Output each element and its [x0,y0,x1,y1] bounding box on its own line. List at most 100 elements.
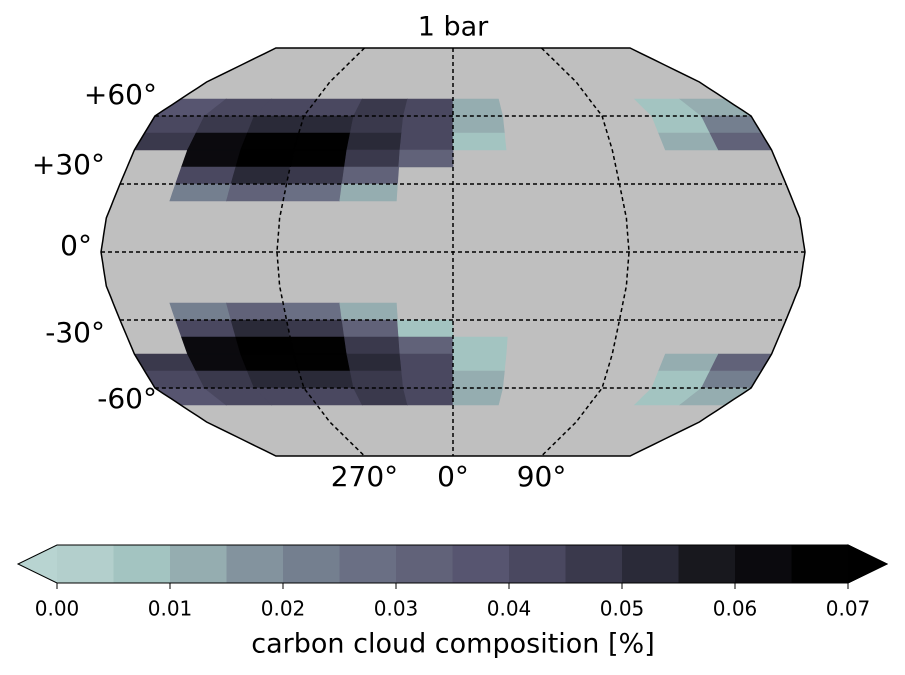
contour-cell [195,370,255,389]
contour-cell [402,98,454,117]
map [101,48,805,456]
contour-cell [398,149,454,168]
lat-label: +60° [84,78,157,111]
colorbar-segment [735,545,792,583]
contour-cell [195,115,255,134]
contour-cell [246,370,305,389]
contour-cell [246,115,305,134]
contour-cell [401,115,454,134]
colorbar-under [16,544,58,584]
contour-cell [293,353,351,372]
contour-cell [339,183,398,202]
contour-cell [240,132,300,151]
colorbar-segment [113,545,171,583]
contour-cell [226,302,287,321]
contour-cell [341,319,400,338]
contour-cell [401,370,454,389]
colorbar-segment [226,545,284,583]
colorbar-tick-label: 0.02 [261,597,306,621]
contour-cell [398,336,454,355]
contour-cell [349,115,404,134]
meridian [276,48,366,456]
contour-cell [289,149,348,168]
colorbar-segment [339,545,397,583]
contour-cell [341,166,400,185]
contour-cell [240,353,300,372]
colorbar-tick-label: 0.03 [374,597,419,621]
colorbar-tick-label: 0.04 [487,597,532,621]
contour-cell [346,353,402,372]
contour-cell [286,166,345,185]
map-outline [100,47,806,457]
contour-cell [339,302,398,321]
contour-cell [175,166,237,185]
contour-cell [169,302,232,321]
contour-cell [282,302,343,321]
colorbar-segment [622,545,679,583]
lon-label: 0° [437,460,469,493]
contour-cell [286,319,345,338]
contour-cell [235,336,295,355]
contour-cell [651,115,711,134]
colorbar-segment [452,545,510,583]
contour-cell [298,370,354,389]
contour-cell [181,336,241,355]
lon-label: 90° [517,460,567,493]
colorbar-segment [170,545,227,583]
colorbar-label: carbon cloud composition [%] [251,629,654,660]
contour-cell [452,132,507,151]
contour-cell [397,319,454,338]
contour-cell [349,370,404,389]
lat-label: -30° [45,316,105,349]
contour-cell [353,98,408,117]
contour-cell [452,370,505,389]
contour-cell [399,132,454,151]
contour-cell [289,336,348,355]
lat-label: 0° [60,229,92,262]
contour-cell [230,166,291,185]
contour-cell [452,353,507,372]
contour-cell [293,132,351,151]
colorbar-tick-label: 0.06 [713,597,758,621]
colorbar-segment [678,545,736,583]
contour-cell [344,149,401,168]
contour-cell [235,149,295,168]
colorbar-tick-label: 0.00 [35,597,80,621]
colorbar-segment [57,545,114,583]
contour-cell [230,319,291,338]
contour-cell [452,336,508,355]
colorbar-tick-label: 0.01 [148,597,193,621]
colorbar-over [847,544,889,584]
contour-cell [452,115,505,134]
contour-cell [399,353,454,372]
contour-cell [282,183,343,202]
lat-label: +30° [32,148,105,181]
contour-cell [181,149,241,168]
contour-cell [651,370,711,389]
contour-cell [402,387,454,406]
contour-cell [658,132,719,151]
contour-cell [353,387,408,406]
contour-cell [187,353,248,372]
colorbar-segment [283,545,340,583]
contour-cell [298,115,354,134]
colorbar-tick-label: 0.07 [826,597,871,621]
contour-cell [452,98,504,117]
contour-cell [344,336,401,355]
meridian [540,48,630,456]
contour-cell [175,319,237,338]
lon-label: 270° [331,460,398,493]
colorbar-segment [509,545,566,583]
contour-cell [169,183,232,202]
colorbar-tick-label: 0.05 [600,597,645,621]
colorbar-segment [791,545,849,583]
contour-cell [658,353,719,372]
colorbar-segment [396,545,453,583]
contour-cell [187,132,248,151]
contour-cell [452,387,504,406]
lat-label: -60° [97,382,157,415]
contour-cell [346,132,402,151]
contour-cell [226,183,287,202]
chart-title: 1 bar [418,12,489,43]
colorbar-segment [565,545,623,583]
